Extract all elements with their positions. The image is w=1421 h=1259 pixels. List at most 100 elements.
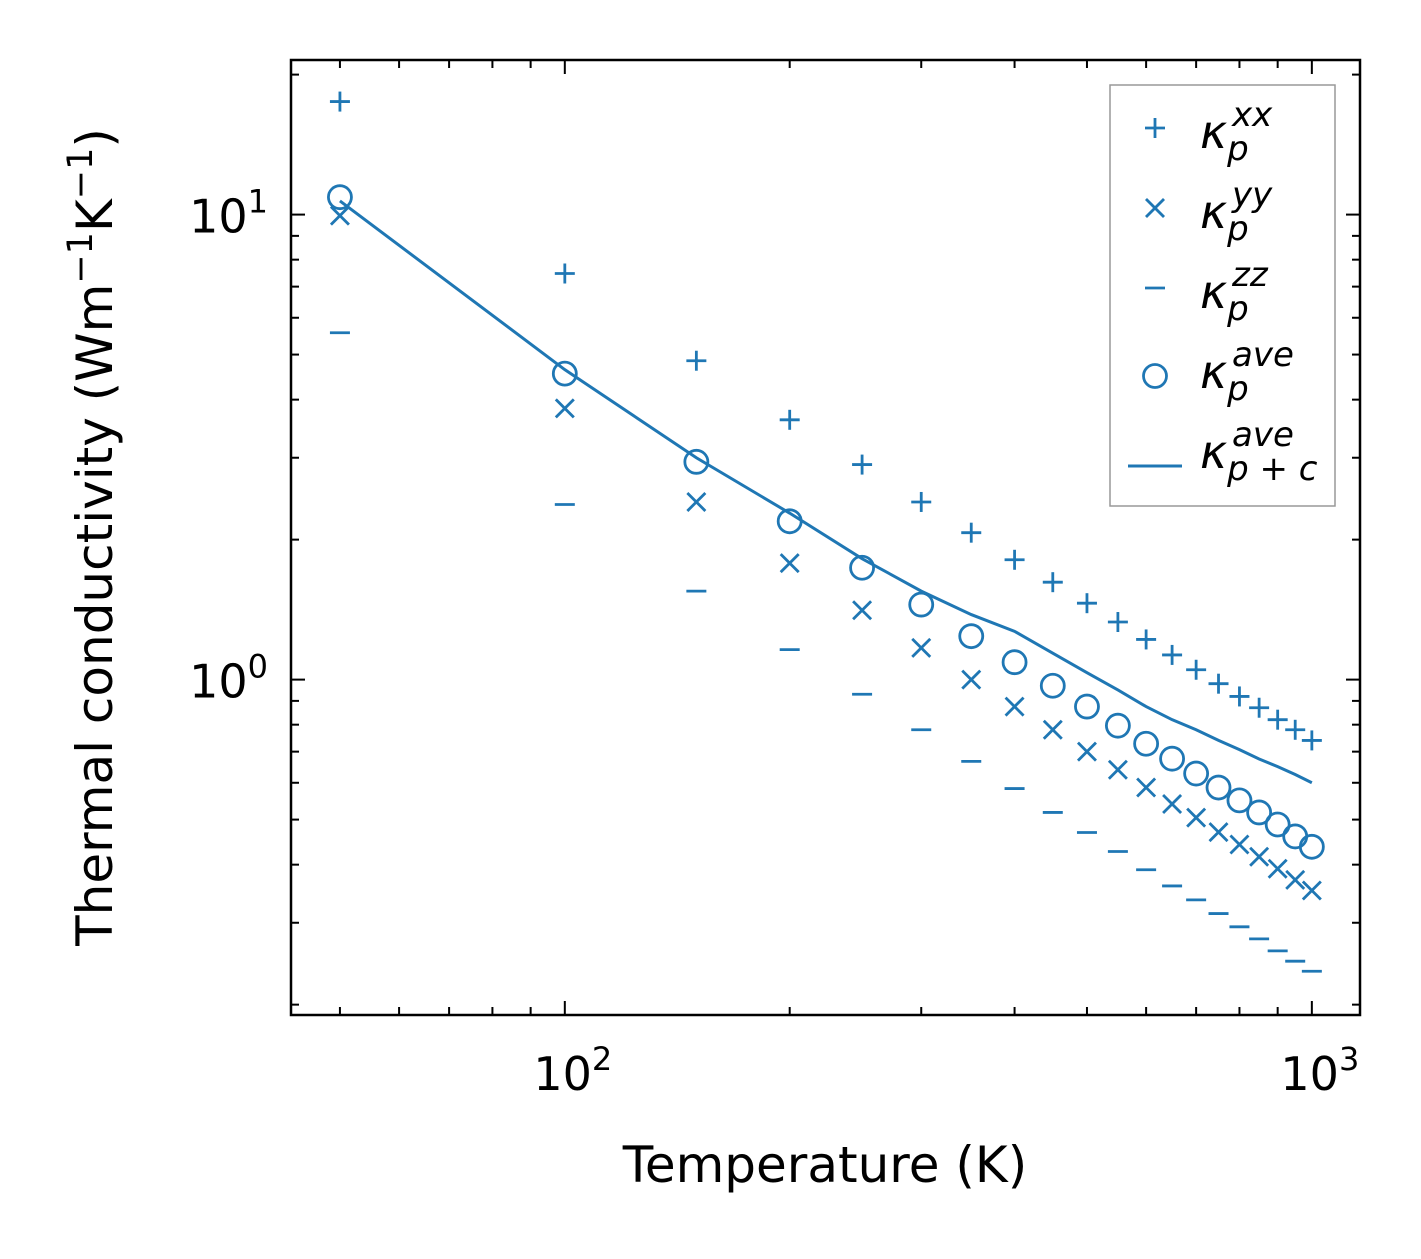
x-b	[1186, 807, 1207, 828]
data-point	[852, 600, 873, 621]
data-point	[849, 554, 875, 581]
data-point	[1186, 659, 1207, 680]
x-b	[686, 491, 707, 512]
data-point	[1208, 822, 1229, 843]
legend-marker	[1145, 118, 1165, 138]
data-point	[779, 553, 800, 574]
data-point	[908, 591, 935, 618]
data-point	[329, 205, 350, 226]
x-b	[911, 637, 932, 658]
x-b	[329, 205, 350, 226]
data-point	[1136, 777, 1157, 798]
data-point	[1249, 697, 1270, 718]
x-b	[779, 553, 800, 574]
data-point	[1298, 833, 1325, 860]
data-point	[1301, 730, 1322, 751]
legend-item: κpyy	[1145, 175, 1273, 249]
data-point	[1301, 880, 1322, 901]
data-point	[1208, 673, 1229, 694]
data-point	[958, 623, 985, 650]
data-point	[911, 491, 932, 512]
data-point	[554, 263, 575, 284]
data-point	[1039, 672, 1066, 699]
data-point	[1042, 719, 1063, 740]
data-point	[1001, 649, 1028, 676]
data-point	[1229, 686, 1250, 707]
data-point	[1162, 794, 1183, 815]
series-line	[339, 199, 1313, 785]
data-point	[1042, 572, 1063, 593]
x-b	[1208, 822, 1229, 843]
legend-marker	[1145, 198, 1165, 218]
data-point	[1249, 846, 1270, 867]
legend-box	[1109, 84, 1336, 507]
plot-frame	[289, 58, 1362, 1017]
data-point	[683, 448, 710, 475]
series-kappa_p_zz	[329, 331, 1322, 973]
series-kappa_p_xx	[329, 91, 1322, 751]
legend-item: κpave	[1142, 335, 1294, 409]
data-point	[1074, 693, 1100, 720]
data-point	[686, 491, 707, 512]
data-point	[1162, 644, 1183, 665]
data-point	[1246, 799, 1273, 826]
x-b	[1249, 846, 1270, 867]
legend-label: κp + cave	[1200, 415, 1318, 489]
x-b	[1162, 794, 1183, 815]
data-point	[1282, 823, 1309, 850]
data-point	[911, 637, 932, 658]
data-point	[1285, 719, 1306, 740]
x-tick-label: 103	[1280, 1040, 1359, 1101]
data-point	[554, 398, 575, 419]
data-point	[1107, 612, 1128, 633]
data-point	[1267, 709, 1288, 730]
x-b	[1107, 759, 1128, 780]
data-point	[1285, 869, 1306, 890]
data-point	[961, 669, 982, 690]
x-tick-label: 102	[533, 1040, 612, 1101]
legend-item: κpzz	[1145, 255, 1269, 329]
legend-label: κpxx	[1200, 95, 1273, 169]
data-point	[1183, 760, 1210, 787]
x-b	[1076, 741, 1097, 762]
data-point	[1186, 807, 1207, 828]
legend-label: κpave	[1200, 335, 1294, 409]
data-point	[1264, 811, 1291, 838]
data-marks	[327, 91, 1325, 973]
x-b	[1004, 696, 1025, 717]
x-b	[961, 669, 982, 690]
data-point	[1004, 696, 1025, 717]
data-point	[1136, 629, 1157, 650]
y-tick-label: 101	[189, 183, 268, 244]
x-b	[852, 600, 873, 621]
x-axis-label: Temperature (K)	[622, 1136, 1027, 1194]
data-point	[1159, 745, 1185, 772]
legend-item: κp + cave	[1128, 415, 1318, 489]
x-b	[1042, 719, 1063, 740]
data-point	[329, 91, 350, 112]
data-point	[1226, 787, 1253, 814]
x-b	[1301, 880, 1322, 901]
axis-ticks	[291, 60, 1360, 1015]
tick-labels: 102 103 100 101	[189, 183, 1359, 1101]
series-kappa_p_ave	[327, 184, 1325, 860]
data-point	[1104, 712, 1131, 739]
legend-marker	[1142, 363, 1168, 389]
y-axis-label: Thermal conductivity (Wm−1K−1)	[61, 128, 124, 947]
legend-item: κpxx	[1145, 95, 1273, 169]
legend-label: κpyy	[1200, 175, 1273, 249]
data-point	[1133, 730, 1160, 757]
data-point	[1076, 741, 1097, 762]
legend-label: κpzz	[1200, 255, 1269, 329]
data-point	[1229, 834, 1250, 855]
data-point	[779, 409, 800, 430]
x-b	[1229, 834, 1250, 855]
data-point	[961, 522, 982, 543]
x-b	[1145, 198, 1165, 218]
series-kappa_pc_ave	[339, 199, 1313, 785]
data-point	[1004, 549, 1025, 570]
data-point	[1076, 593, 1097, 614]
data-point	[1267, 858, 1288, 879]
